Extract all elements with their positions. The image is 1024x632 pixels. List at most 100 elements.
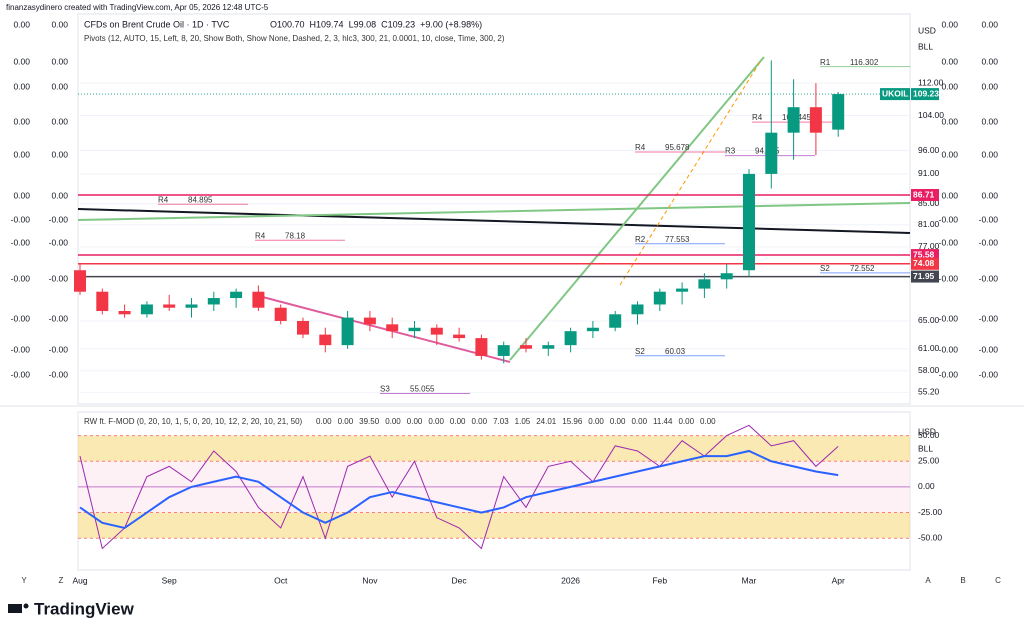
pivot-value: 95.678 — [665, 143, 690, 152]
side-scale-label: -0.00 — [11, 273, 31, 283]
side-scale-label: -0.00 — [979, 273, 999, 283]
oscillator-title: RW ft. F-MOD (0, 20, 10, 1, 5, 0, 20, 10… — [84, 417, 303, 426]
price-label: 109.23 — [913, 88, 939, 98]
pivot-level: R4 — [255, 231, 266, 240]
candle-body — [609, 314, 622, 328]
price-label: 71.95 — [913, 271, 935, 281]
x-tick-label: Dec — [452, 575, 468, 585]
oscillator-value: 0.00 — [338, 417, 354, 426]
x-tick-label: Oct — [274, 575, 288, 585]
trend-line — [619, 61, 761, 286]
x-tick-label: Mar — [742, 575, 757, 585]
side-scale-label: 0.00 — [51, 19, 68, 29]
oscillator-value: 39.50 — [359, 417, 380, 426]
side-scale-label: -0.00 — [11, 344, 31, 354]
ohlc-value: +9.00 (+8.98%) — [420, 19, 482, 29]
pivot-value: 78.18 — [285, 231, 306, 240]
pivot-level: R4 — [752, 113, 763, 122]
side-scale-label: -0.00 — [11, 237, 31, 247]
unit: BLL — [918, 41, 933, 51]
side-scale-label: 0.00 — [941, 19, 958, 29]
price-label-box — [911, 270, 939, 283]
candle-body — [564, 331, 577, 346]
logo-text: TradingView — [34, 599, 135, 618]
trend-line — [509, 56, 765, 361]
ohlc-value: C109.23 — [381, 19, 415, 29]
side-scale-label: 0.00 — [941, 81, 958, 91]
candle-body — [720, 273, 733, 280]
tradingview-logo: TradingView — [8, 599, 135, 618]
candle-body — [676, 288, 689, 292]
side-scale-label: 0.00 — [981, 81, 998, 91]
side-scale-label: -0.00 — [49, 344, 69, 354]
side-scale-label: 0.00 — [51, 81, 68, 91]
y-tick-label: 96.00 — [918, 145, 940, 155]
side-scale-label: -0.00 — [939, 313, 959, 323]
side-scale-label: -0.00 — [939, 369, 959, 379]
osc-unit: BLL — [918, 443, 933, 453]
candle-body — [698, 279, 711, 289]
y-tick-label: 61.00 — [918, 343, 940, 353]
y-tick-label: 112.00 — [918, 77, 944, 87]
side-scale-label: 0.00 — [51, 149, 68, 159]
side-scale-label: 0.00 — [941, 116, 958, 126]
symbol-label: UKOIL — [882, 88, 908, 98]
oscillator-value: 11.44 — [653, 417, 673, 426]
side-scale-label: 0.00 — [941, 149, 958, 159]
y-tick-label: 85.00 — [918, 198, 940, 208]
side-scale-label: -0.00 — [11, 214, 31, 224]
candle-body — [520, 345, 532, 349]
pivot-level: S3 — [380, 385, 390, 394]
candle-body — [743, 173, 755, 271]
x-tick-label: Apr — [832, 575, 845, 585]
pivot-level: S2 — [635, 347, 645, 356]
side-scale-label: 0.00 — [13, 19, 30, 29]
side-scale-label: 0.00 — [941, 56, 958, 66]
y-tick-label: 77.00 — [918, 241, 940, 251]
osc-currency: USD — [918, 426, 936, 436]
logo-mark — [8, 604, 22, 613]
oscillator-value: 0.00 — [700, 417, 716, 426]
symbol-title: CFDs on Brent Crude Oil · 1D · TVC — [84, 19, 230, 29]
side-scale-label: -0.00 — [49, 237, 69, 247]
scale-button: B — [960, 576, 965, 585]
side-scale-label: 0.00 — [51, 56, 68, 66]
oscillator-line — [79, 424, 839, 550]
y-tick-label: 50.00 — [918, 430, 940, 440]
side-scale-label: 0.00 — [981, 149, 998, 159]
x-tick-label: Nov — [362, 575, 378, 585]
candle-body — [386, 324, 399, 332]
side-scale-label: -0.00 — [939, 237, 959, 247]
y-tick-label: 81.00 — [918, 219, 940, 229]
y-tick-label: 91.00 — [918, 168, 940, 178]
y-tick-label: 0.00 — [918, 481, 935, 491]
oscillator-value: 0.00 — [678, 417, 694, 426]
y-tick-label: -50.00 — [918, 532, 942, 542]
pivot-level: R4 — [635, 143, 646, 152]
oscillator-value: 0.00 — [316, 417, 332, 426]
side-scale-label: -0.00 — [939, 344, 959, 354]
candle-body — [118, 310, 131, 315]
side-scale-label: 0.00 — [981, 19, 998, 29]
pivot-value: 60.03 — [665, 347, 686, 356]
scale-button: A — [925, 576, 931, 585]
candle-body — [96, 291, 109, 311]
candle-body — [453, 334, 466, 339]
y-tick-label: 58.00 — [918, 365, 940, 375]
candle-body — [765, 132, 778, 174]
candle-body — [475, 338, 488, 356]
side-scale-label: 0.00 — [13, 81, 30, 91]
candle-body — [408, 327, 421, 332]
pivot-level: S2 — [820, 264, 830, 273]
side-scale-label: -0.00 — [979, 344, 999, 354]
pivot-level: R2 — [635, 235, 646, 244]
side-scale-label: -0.00 — [49, 273, 69, 283]
side-scale-label: -0.00 — [979, 369, 999, 379]
price-label: 74.08 — [913, 258, 935, 268]
pivot-value: 55.055 — [410, 385, 435, 394]
candle-body — [787, 107, 800, 133]
candle-body — [207, 298, 220, 305]
price-label-box — [911, 88, 939, 101]
side-scale-label: -0.00 — [11, 313, 31, 323]
candle-body — [809, 107, 822, 133]
